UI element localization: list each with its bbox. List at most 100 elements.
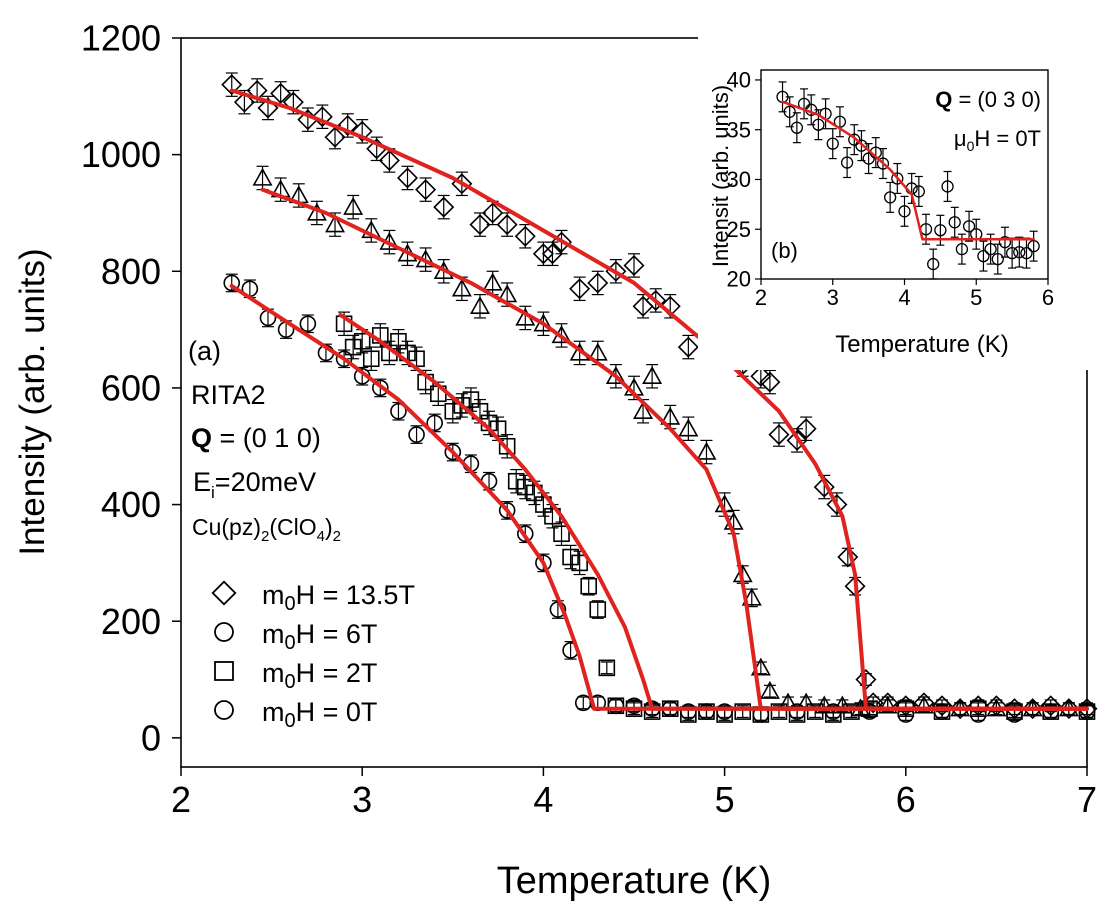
main-diamond-point — [324, 126, 346, 148]
inset-field-subscript: 0 — [967, 138, 975, 154]
compound-sub-3: 2 — [333, 528, 341, 545]
main-circle-point — [498, 502, 516, 519]
inset-circle-point — [955, 242, 969, 256]
main-circle-point — [223, 274, 241, 292]
main-square-point — [562, 548, 579, 566]
incident-energy-label: Ei=20meV — [193, 467, 316, 502]
main-diamond-point — [759, 371, 781, 393]
main-diamond-point — [469, 214, 491, 236]
inset-circle-point — [884, 191, 897, 204]
main-triangle-point — [696, 441, 717, 460]
main-triangle-point — [660, 406, 681, 425]
main-circle-point — [825, 703, 842, 720]
incident-energy-subscript: i — [211, 483, 215, 502]
main-triangle-point — [913, 695, 934, 714]
main-square-point — [770, 703, 788, 720]
main-square-point — [444, 402, 462, 420]
inset-circle-point — [1013, 245, 1026, 259]
main-diamond-point — [677, 336, 699, 358]
inset-circle-point — [941, 180, 954, 193]
incident-energy-value: =20meV — [215, 467, 316, 497]
inset-circle-point — [862, 152, 875, 165]
legend-label-prefix: m — [262, 580, 285, 610]
main-circle-point — [516, 525, 534, 543]
inset-circle-point — [855, 139, 868, 152]
main-diamond-point — [786, 429, 808, 451]
main-diamond-point — [541, 243, 563, 265]
inset-circle-point — [912, 185, 925, 198]
inset-circle-point — [998, 236, 1012, 249]
main-square-point — [571, 554, 588, 572]
main-diamond-point — [514, 225, 536, 247]
legend-square-icon — [214, 661, 234, 681]
inset-circle-point — [848, 133, 861, 146]
inset-y-tick-label: 20 — [727, 267, 751, 292]
main-diamond-point — [270, 82, 292, 104]
main-circle-point — [426, 414, 443, 432]
main-diamond-point — [826, 494, 848, 516]
inset-x-tick-label: 3 — [827, 285, 839, 310]
legend-circle-icon — [214, 700, 234, 720]
inset-circle-point — [790, 121, 804, 134]
inset-field-value: H = 0T — [974, 126, 1041, 151]
inset-q-vector-symbol: Q — [935, 87, 952, 112]
main-triangle-point — [642, 365, 663, 384]
main-square-point — [344, 338, 362, 356]
legend-label-subscript: 0 — [285, 671, 296, 693]
legend-label: m0H = 2T — [262, 658, 377, 693]
main-diamond-point — [949, 698, 971, 720]
main-x-tick-label: 7 — [1077, 779, 1097, 820]
main-triangle-point — [633, 400, 654, 419]
main-triangle-point — [252, 167, 273, 186]
inset-circle-point — [984, 242, 997, 256]
main-fit-curve-4 — [229, 283, 1089, 711]
main-circle-point — [335, 350, 353, 368]
main-diamond-point — [750, 365, 772, 387]
main-square-point — [734, 703, 752, 720]
main-y-tick-label: 600 — [101, 368, 161, 409]
main-fit-curve-3 — [338, 313, 1089, 711]
main-x-tick-label: 4 — [533, 779, 553, 820]
main-circle-point — [680, 703, 697, 720]
main-triangle-point — [325, 214, 346, 233]
main-square-point — [553, 525, 570, 543]
main-diamond-point — [768, 424, 790, 446]
incident-energy-symbol: E — [193, 467, 211, 497]
inset-circle-point — [783, 105, 796, 118]
main-diamond-point — [482, 202, 504, 224]
legend-label-prefix: m — [262, 619, 285, 649]
inset-field-label: μ0H = 0T — [954, 126, 1041, 154]
main-square-point — [353, 332, 371, 350]
main-circle-point — [933, 703, 951, 720]
inset-plot-data — [776, 81, 1040, 280]
main-triangle-point — [451, 278, 472, 297]
inset-circle-point — [934, 224, 947, 237]
panel-label-b: (b) — [771, 238, 798, 263]
legend-item: m0H = 6T — [214, 619, 377, 654]
inset-axis-ticks: 2 3 4 5 6 20 25 30 35 40 — [727, 68, 1055, 310]
main-triangle-point — [587, 342, 608, 361]
main-x-axis-label: Temperature (K) — [497, 860, 772, 902]
main-circle-point — [372, 379, 389, 397]
compound-part-2: (ClO — [269, 514, 316, 540]
legend-label-prefix: m — [262, 658, 285, 688]
inset-y-tick-label: 40 — [727, 68, 751, 93]
main-square-point — [516, 478, 534, 496]
inset-circle-point — [977, 249, 990, 263]
main-triangle-point — [678, 418, 699, 437]
main-diamond-point — [378, 149, 400, 171]
main-series-3 — [335, 311, 1096, 723]
main-triangle-point — [482, 272, 503, 291]
inset-x-axis-label: Temperature (K) — [835, 331, 1008, 358]
main-circle-point — [607, 697, 625, 715]
main-circle-point — [625, 697, 643, 715]
main-y-tick-label: 400 — [101, 484, 161, 525]
legend-label-prefix: m — [262, 697, 285, 727]
inset-circle-point — [962, 220, 976, 233]
main-diamond-point — [415, 179, 437, 201]
main-square-point — [362, 350, 380, 368]
inset-circle-point — [991, 252, 1004, 266]
legend-label-subscript: 0 — [285, 632, 296, 654]
